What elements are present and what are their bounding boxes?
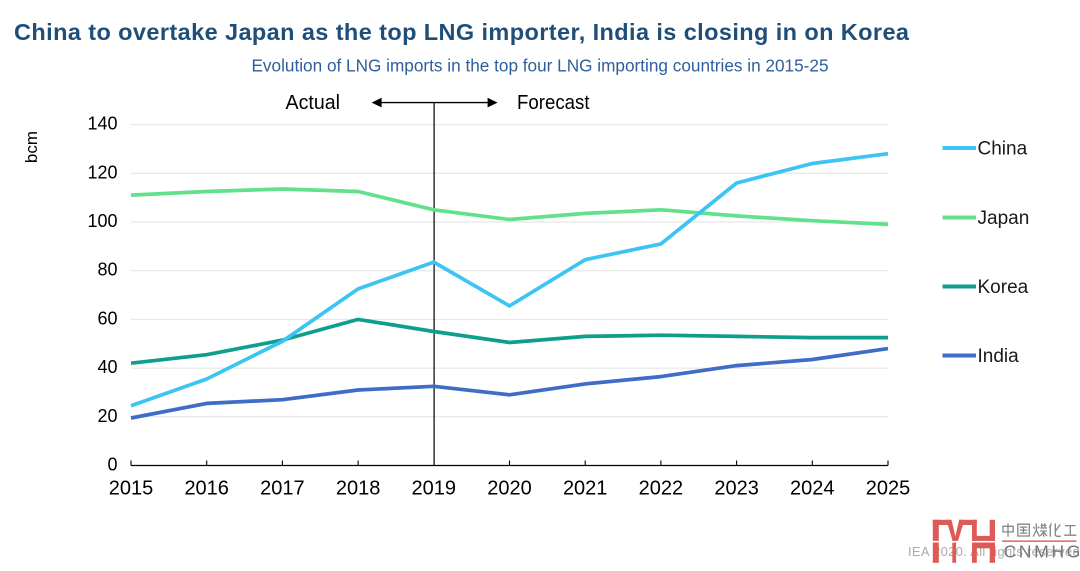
svg-text:2024: 2024 (790, 478, 835, 500)
svg-text:2017: 2017 (260, 478, 305, 500)
svg-text:Actual: Actual (286, 92, 341, 114)
svg-text:2021: 2021 (563, 478, 608, 500)
svg-text:140: 140 (87, 114, 117, 134)
svg-text:CNMHG: CNMHG (1004, 542, 1080, 562)
svg-text:Forecast: Forecast (517, 92, 590, 114)
svg-text:80: 80 (97, 260, 117, 280)
svg-text:2015: 2015 (109, 478, 154, 500)
svg-text:2022: 2022 (639, 478, 684, 500)
svg-text:0: 0 (107, 455, 117, 475)
svg-text:China: China (978, 139, 1028, 160)
svg-text:40: 40 (97, 357, 117, 377)
svg-text:2023: 2023 (714, 478, 759, 500)
svg-text:bcm: bcm (22, 131, 41, 163)
svg-text:2025: 2025 (866, 478, 911, 500)
svg-text:60: 60 (97, 308, 117, 328)
svg-text:Japan: Japan (978, 208, 1030, 229)
svg-text:120: 120 (87, 162, 117, 182)
svg-text:India: India (978, 346, 1020, 367)
svg-text:2018: 2018 (336, 478, 381, 500)
svg-text:China to overtake Japan as the: China to overtake Japan as the top LNG i… (14, 19, 910, 45)
svg-text:2019: 2019 (412, 478, 457, 500)
svg-text:Evolution of LNG imports in th: Evolution of LNG imports in the top four… (251, 56, 828, 76)
svg-text:20: 20 (97, 406, 117, 426)
svg-text:2016: 2016 (184, 478, 229, 500)
svg-text:100: 100 (87, 211, 117, 231)
svg-text:Korea: Korea (978, 277, 1029, 298)
svg-text:2020: 2020 (487, 478, 532, 500)
